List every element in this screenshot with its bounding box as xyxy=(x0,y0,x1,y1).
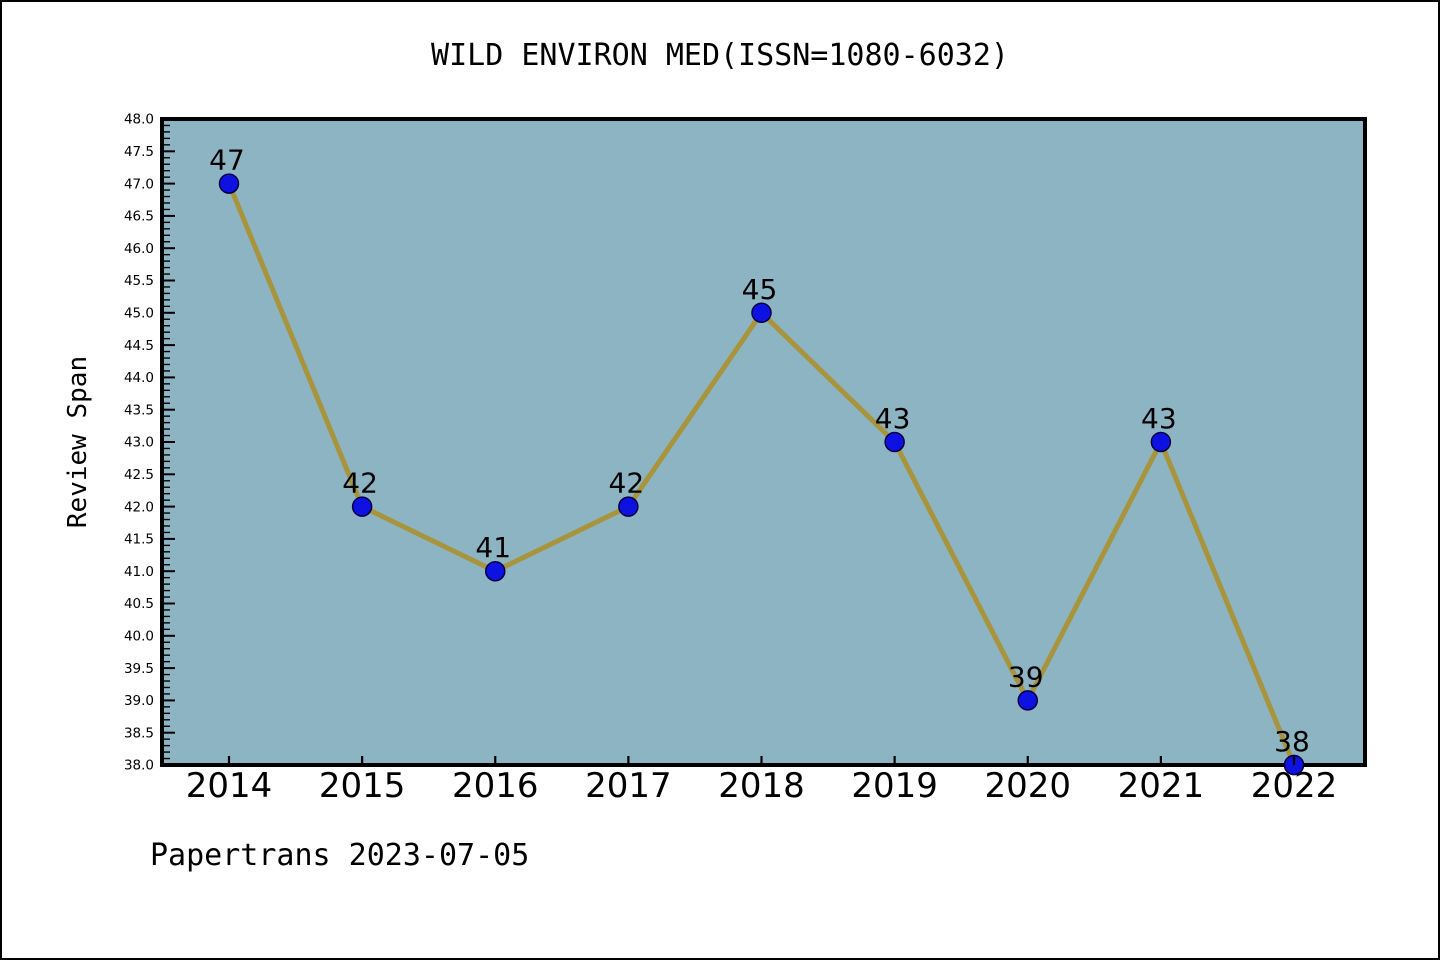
data-point xyxy=(751,302,772,324)
chart-title: WILD ENVIRON MED(ISSN=1080-6032) xyxy=(431,38,1009,73)
y-tick-label: 45.5 xyxy=(124,273,154,289)
y-tick-label: 40.5 xyxy=(124,596,154,612)
x-tick-label: 2017 xyxy=(585,766,672,806)
y-tick-label: 46.5 xyxy=(124,209,154,225)
data-point-label: 45 xyxy=(742,273,778,306)
plot-background xyxy=(162,119,1365,765)
y-tick-label: 47.0 xyxy=(124,176,154,192)
footer-caption: Papertrans 2023-07-05 xyxy=(150,838,530,873)
data-point-label: 43 xyxy=(1141,402,1177,435)
data-point xyxy=(485,560,506,582)
x-tick-label: 2021 xyxy=(1118,766,1205,806)
y-tick-label: 39.5 xyxy=(124,661,154,677)
y-tick-label: 44.0 xyxy=(124,370,154,386)
data-point xyxy=(618,496,639,517)
data-point xyxy=(1150,431,1172,453)
data-point-label: 47 xyxy=(209,144,245,177)
data-point xyxy=(884,431,905,453)
data-point xyxy=(1017,690,1038,711)
x-tick-label: 2015 xyxy=(319,766,406,806)
data-point-label: 42 xyxy=(609,467,645,500)
y-tick-label: 47.5 xyxy=(124,144,154,160)
y-tick-label: 45.0 xyxy=(124,306,154,322)
y-tick-label: 41.5 xyxy=(124,532,154,548)
y-tick-label: 42.0 xyxy=(124,499,154,515)
y-tick-label: 41.0 xyxy=(124,564,154,580)
data-point-label: 43 xyxy=(875,402,911,435)
y-tick-label: 38.0 xyxy=(124,758,154,774)
y-tick-label: 39.0 xyxy=(124,693,154,709)
y-tick-label: 43.5 xyxy=(124,402,154,418)
plot-frame xyxy=(160,117,1367,767)
y-tick-label: 44.5 xyxy=(124,338,154,354)
y-tick-label: 40.0 xyxy=(124,629,154,645)
x-tick-label: 2019 xyxy=(851,766,938,806)
y-tick-label: 46.0 xyxy=(124,241,154,257)
x-tick-label: 2014 xyxy=(186,766,273,806)
y-tick-label: 38.5 xyxy=(124,725,154,741)
data-point-label: 38 xyxy=(1274,725,1310,758)
y-tick-label: 42.5 xyxy=(124,467,154,483)
x-tick-label: 2020 xyxy=(984,766,1071,806)
data-point-label: 39 xyxy=(1008,660,1044,693)
data-point xyxy=(218,173,240,194)
x-tick-label: 2018 xyxy=(718,766,805,806)
data-point-label: 41 xyxy=(475,531,511,564)
x-tick-label: 2016 xyxy=(452,766,539,806)
data-point xyxy=(351,496,373,517)
y-tick-label: 48.0 xyxy=(124,112,154,128)
y-tick-label: 43.0 xyxy=(124,435,154,451)
data-point-label: 42 xyxy=(342,467,378,500)
